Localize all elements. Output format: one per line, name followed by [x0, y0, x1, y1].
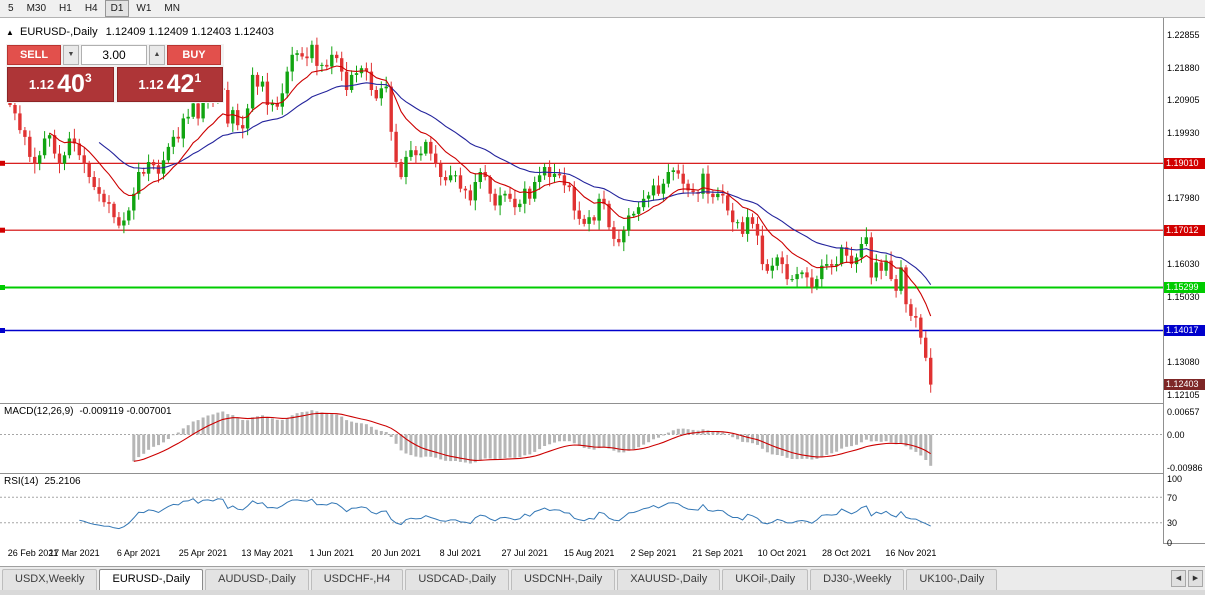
timeframe-button-M30[interactable]: M30: [26, 3, 47, 14]
main-candlestick-chart[interactable]: [0, 18, 1163, 403]
date-label: 28 Oct 2021: [822, 548, 872, 558]
rsi-name-label: RSI(14): [4, 476, 39, 487]
rsi-scale-label: 70: [1167, 492, 1178, 503]
tab-scroll-left-icon[interactable]: ◀: [1171, 570, 1186, 587]
level-price-label: 1.15299: [1164, 282, 1205, 293]
macd-scale-top: 0.00657: [1167, 407, 1200, 417]
tab-eurusd-daily[interactable]: EURUSD-,Daily: [99, 569, 204, 590]
tab-ukoil-daily[interactable]: UKOil-,Daily: [722, 569, 809, 590]
date-label: 27 Jul 2021: [501, 548, 549, 558]
rsi-value: 25.2106: [44, 476, 81, 487]
buy-button[interactable]: BUY: [167, 45, 221, 65]
sell-button[interactable]: SELL: [7, 45, 61, 65]
volume-decrease-button[interactable]: ▼: [63, 45, 79, 65]
buy-price-base: 1.12: [138, 77, 164, 92]
date-label: 17 Mar 2021: [49, 548, 100, 558]
date-label: 20 Jun 2021: [371, 548, 421, 558]
date-label: 8 Jul 2021: [439, 548, 482, 558]
tab-scroll-controls: ◀ ▶: [1171, 570, 1203, 587]
panel-separator[interactable]: [0, 403, 1205, 404]
level-price-label: 1.14017: [1164, 325, 1205, 336]
date-label: 26 Feb 2021: [7, 548, 59, 558]
tab-audusd-daily[interactable]: AUDUSD-,Daily: [205, 569, 309, 590]
date-label: 2 Sep 2021: [630, 548, 677, 558]
buy-price-pipette: 1: [194, 70, 202, 85]
price-tick-label: 1.12105: [1167, 390, 1200, 400]
date-label: 16 Nov 2021: [885, 548, 937, 558]
timeframe-button-MN[interactable]: MN: [164, 3, 180, 14]
rsi-scale-label: 30: [1167, 518, 1178, 529]
sell-price-base: 1.12: [28, 77, 55, 92]
chart-tab-bar: USDX,Weekly EURUSD-,Daily AUDUSD-,Daily USD…: [0, 566, 1205, 590]
timeframe-button-D1[interactable]: D1: [104, 0, 130, 17]
macd-scale-zero: 0.00: [1167, 430, 1185, 440]
rsi-header: RSI(14) 25.2106: [4, 476, 81, 487]
price-tick-label: 1.17980: [1167, 193, 1200, 204]
price-tick-label: 1.19930: [1167, 128, 1200, 138]
sell-price-big-digits: 40: [57, 70, 85, 98]
timeframe-button-H4[interactable]: H4: [84, 3, 98, 14]
tab-usdchf-h4[interactable]: USDCHF-,H4: [310, 569, 404, 590]
tab-dj30-weekly[interactable]: DJ30-,Weekly: [810, 569, 905, 590]
macd-header: MACD(12,26,9) -0.009119 -0.007001: [4, 406, 172, 417]
rsi-indicator-panel[interactable]: [0, 474, 1163, 543]
current-price-label: 1.12403: [1164, 379, 1205, 390]
window-bottom-strip: [0, 590, 1205, 595]
timeframe-button-5[interactable]: 5: [8, 3, 14, 14]
one-click-trading-panel: SELL ▼ ▲ BUY 1.12 40 3 1.12 42 1: [6, 44, 224, 103]
price-tick-label: 1.20905: [1167, 95, 1200, 106]
buy-price-box[interactable]: 1.12 42 1: [116, 67, 223, 102]
volume-input[interactable]: [81, 45, 147, 65]
level-price-label: 1.17012: [1164, 224, 1205, 236]
price-tick-label: 1.21880: [1167, 62, 1200, 73]
timeframe-button-H1[interactable]: H1: [59, 3, 72, 14]
chart-ohlc-header: ▲ EURUSD-,Daily 1.12409 1.12409 1.12403 …: [6, 26, 274, 38]
date-label: 6 Apr 2021: [116, 548, 161, 558]
timeframe-button-W1[interactable]: W1: [136, 3, 152, 14]
date-label: 15 Aug 2021: [563, 548, 615, 558]
price-tick-label: 1.15030: [1167, 292, 1200, 302]
tab-scroll-right-icon[interactable]: ▶: [1188, 570, 1203, 587]
tab-xauusd-daily[interactable]: XAUUSD-,Daily: [617, 569, 721, 590]
date-label: 21 Sep 2021: [692, 548, 744, 558]
price-scale[interactable]: 1.22855 1.21880 1.20905 1.19930 1.17980 1.160…: [1163, 18, 1205, 548]
price-tick-label: 1.16030: [1167, 258, 1200, 269]
timeframe-toolbar: 5 M30 H1 H4 D1 W1 MN: [0, 0, 1205, 18]
fast-navigation-icon[interactable]: ▲: [6, 28, 14, 37]
volume-increase-button[interactable]: ▲: [149, 45, 165, 65]
chart-symbol-label: EURUSD-,Daily: [19, 26, 98, 38]
tab-usdcad-daily[interactable]: USDCAD-,Daily: [405, 569, 509, 590]
macd-values: -0.009119 -0.007001: [79, 406, 172, 417]
date-label: 1 Jun 2021: [309, 548, 355, 558]
macd-indicator-panel[interactable]: [0, 404, 1163, 473]
price-tick-label: 1.13080: [1167, 357, 1200, 368]
date-label: 25 Apr 2021: [178, 548, 228, 558]
tab-usdcnh-daily[interactable]: USDCNH-,Daily: [510, 569, 616, 590]
buy-price-big-digits: 42: [166, 70, 195, 98]
date-label: 13 May 2021: [241, 548, 294, 558]
price-tick-label: 1.22855: [1167, 30, 1200, 41]
level-price-label: 1.19010: [1164, 157, 1205, 169]
chart-tabs: USDX,Weekly EURUSD-,Daily AUDUSD-,Daily USD…: [0, 569, 998, 590]
rsi-scale-label: 0: [1167, 537, 1173, 548]
sell-price-pipette: 3: [84, 70, 92, 85]
date-label: 10 Oct 2021: [757, 548, 807, 558]
time-axis[interactable]: 26 Feb 2021 17 Mar 2021 6 Apr 2021 25 Apr 2…: [0, 543, 1163, 566]
sell-price-box[interactable]: 1.12 40 3: [7, 67, 114, 102]
rsi-scale-label: 100: [1167, 473, 1183, 484]
tab-usdx-weekly[interactable]: USDX,Weekly: [2, 569, 98, 590]
chart-ohlc-values: 1.12409 1.12409 1.12403 1.12403: [105, 26, 274, 38]
macd-name-label: MACD(12,26,9): [4, 406, 74, 417]
panel-separator[interactable]: [0, 473, 1205, 474]
tab-uk100-daily[interactable]: UK100-,Daily: [906, 569, 998, 590]
macd-scale-bottom: -0.00986: [1167, 463, 1203, 473]
